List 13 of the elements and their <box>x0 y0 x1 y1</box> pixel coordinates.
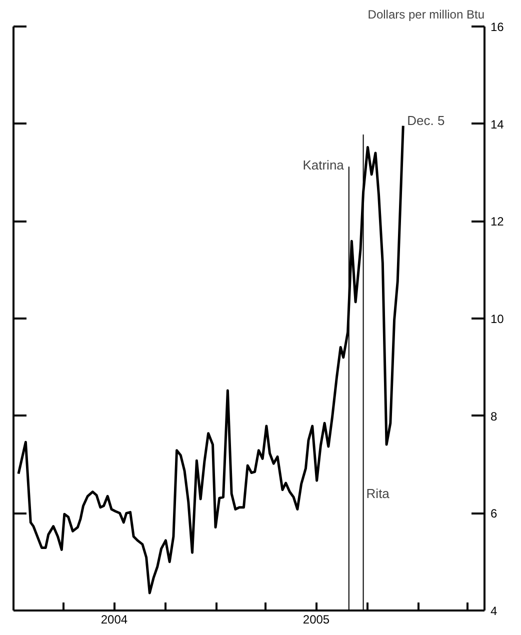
ref-line-label: Katrina <box>302 158 345 173</box>
y-tick-label: 16 <box>490 20 504 34</box>
y-tick-label: 4 <box>490 604 498 618</box>
x-tick-label: 2005 <box>302 612 330 626</box>
x-tick-label: 2004 <box>100 612 128 626</box>
y-tick-label: 10 <box>490 312 504 326</box>
y-tick-label: 14 <box>490 117 504 132</box>
annotation: Dec. 5 <box>407 112 445 128</box>
y-tick-label: 6 <box>490 506 498 521</box>
y-tick-label: 12 <box>490 214 504 229</box>
y-axis-title: Dollars per million Btu <box>368 8 485 22</box>
ref-line-label: Rita <box>366 486 390 502</box>
y-tick-label: 8 <box>490 409 498 424</box>
